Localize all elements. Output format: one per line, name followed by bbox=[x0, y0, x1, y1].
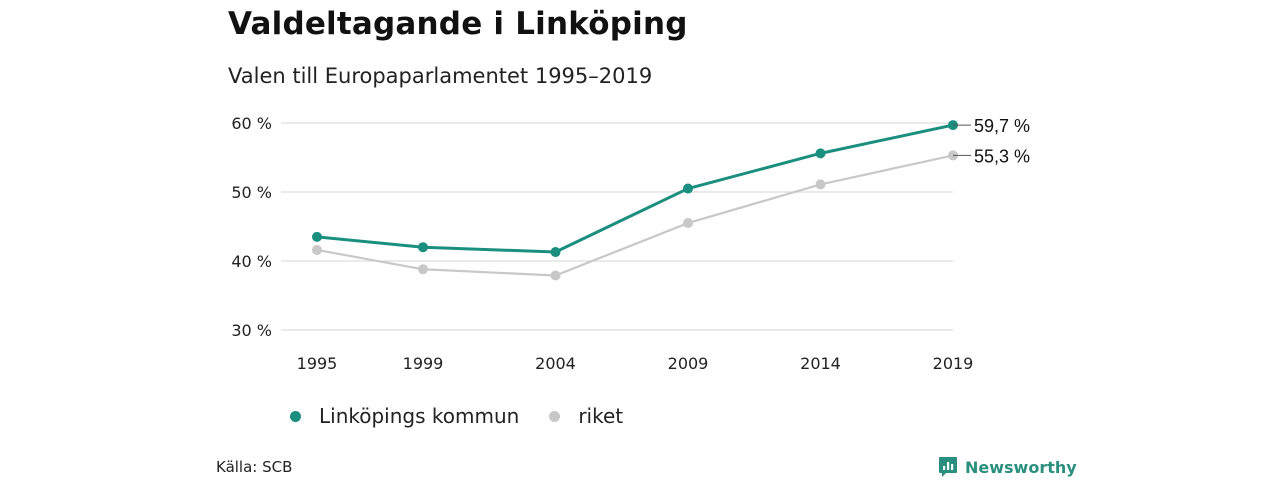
x-tick-label: 2019 bbox=[933, 354, 974, 373]
grid-lines bbox=[281, 122, 953, 331]
data-point-riket-2009 bbox=[683, 218, 693, 229]
x-tick-label: 2014 bbox=[800, 354, 841, 373]
legend-label-riket: riket bbox=[578, 404, 624, 428]
y-axis-ticks: 30 % 40 % 50 % 60 % bbox=[231, 114, 272, 340]
y-tick-label: 40 % bbox=[231, 252, 272, 271]
data-point-linkoping-2014 bbox=[815, 148, 826, 159]
end-label-linkoping: 59,7 % bbox=[974, 116, 1030, 136]
data-point-riket-1995 bbox=[312, 244, 322, 255]
y-tick-label: 30 % bbox=[231, 321, 272, 340]
legend: Linköpings kommun riket bbox=[290, 404, 653, 428]
y-tick-label: 50 % bbox=[231, 183, 272, 202]
series-layer bbox=[312, 120, 958, 281]
brand-name: Newsworthy bbox=[965, 457, 1077, 477]
series-line-linkoping bbox=[316, 123, 954, 254]
data-point-linkoping-2009 bbox=[683, 183, 693, 194]
end-label-riket: 55,3 % bbox=[974, 146, 1030, 166]
legend-dot-riket bbox=[549, 410, 561, 422]
data-point-riket-2004 bbox=[550, 270, 561, 281]
x-axis-ticks: 1995 1999 2004 2009 2014 2019 bbox=[297, 354, 974, 373]
x-tick-label: 2009 bbox=[668, 354, 709, 373]
end-labels: 55,3 % 59,7 % bbox=[953, 116, 1030, 166]
newsworthy-logo-icon bbox=[939, 457, 957, 477]
legend-item-riket: riket bbox=[549, 404, 623, 428]
data-point-riket-1999 bbox=[418, 264, 428, 275]
legend-dot-linkoping bbox=[290, 410, 301, 422]
x-tick-label: 1995 bbox=[297, 354, 338, 373]
chart-subtitle: Valen till Europaparlamentet 1995–2019 bbox=[228, 64, 653, 88]
data-point-linkoping-2004 bbox=[550, 247, 561, 258]
x-tick-label: 2004 bbox=[535, 354, 576, 373]
x-tick-label: 1999 bbox=[403, 354, 444, 373]
data-point-linkoping-1995 bbox=[312, 231, 322, 242]
legend-item-linkoping: Linköpings kommun bbox=[290, 404, 519, 428]
source-note: Källa: SCB bbox=[216, 458, 293, 476]
legend-label-linkoping: Linköpings kommun bbox=[319, 404, 520, 428]
series-line-riket bbox=[316, 154, 954, 277]
y-tick-label: 60 % bbox=[231, 114, 272, 133]
data-point-linkoping-1999 bbox=[418, 242, 428, 253]
brand-logo[interactable]: Newsworthy bbox=[938, 456, 1077, 478]
data-point-riket-2014 bbox=[815, 179, 826, 190]
chart-title: Valdeltagande i Linköping bbox=[228, 6, 688, 42]
